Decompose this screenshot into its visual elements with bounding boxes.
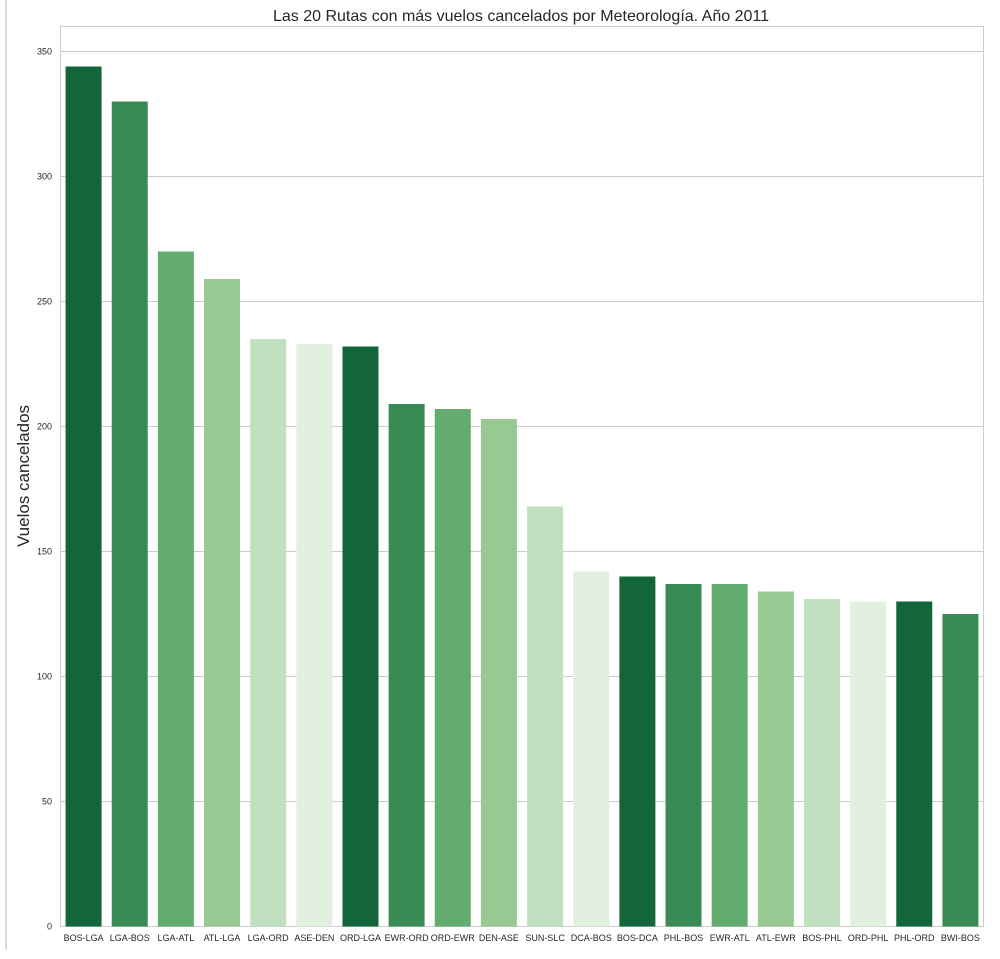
x-tick-label: SUN-SLC [525, 933, 565, 943]
bar-bwi-bos [942, 614, 979, 927]
x-tick-label: PHL-BOS [664, 933, 704, 943]
bar-lga-atl [157, 251, 194, 927]
x-tick-label: BOS-PHL [802, 933, 842, 943]
x-tick-label: BOS-DCA [617, 933, 658, 943]
x-tick-label: ASE-DEN [294, 933, 334, 943]
x-tick-label: ORD-LGA [340, 933, 381, 943]
bars [65, 66, 979, 927]
bar-bos-lga [65, 66, 102, 927]
y-tick-label: 250 [37, 297, 52, 307]
x-tick-labels: BOS-LGA LGA-BOS LGA-ATL ATL-LGA LGA-ORD ASE-D… [64, 933, 980, 943]
x-tick-label: LGA-ATL [157, 933, 194, 943]
x-tick-label: PHL-ORD [894, 933, 935, 943]
bar-ewr-atl [711, 584, 748, 927]
bar-ord-ewr [434, 409, 471, 927]
bar-sun-slc [527, 506, 564, 927]
x-tick-label: EWR-ATL [710, 933, 750, 943]
x-tick-label: DEN-ASE [479, 933, 519, 943]
x-tick-label: EWR-ORD [385, 933, 429, 943]
x-tick-label: ORD-EWR [431, 933, 475, 943]
y-tick-label: 350 [37, 47, 52, 57]
y-tick-label: 300 [37, 172, 52, 182]
bar-phl-ord [896, 601, 933, 927]
x-tick-label: LGA-ORD [248, 933, 290, 943]
bar-ase-den [296, 344, 333, 927]
bar-dca-bos [573, 571, 610, 927]
bar-ewr-ord [388, 404, 425, 927]
bar-bos-dca [619, 576, 656, 927]
bar-atl-ewr [757, 591, 794, 927]
y-axis-label: Vuelos cancelados [14, 405, 33, 547]
bar-phl-bos [665, 584, 702, 927]
y-tick-label: 50 [42, 797, 52, 807]
bar-ord-phl [850, 601, 887, 927]
x-tick-label: DCA-BOS [571, 933, 612, 943]
bar-den-ase [480, 419, 517, 927]
y-tick-label: 150 [37, 547, 52, 557]
y-tick-label: 200 [37, 422, 52, 432]
bar-atl-lga [204, 279, 241, 927]
plot-area-frame [60, 26, 984, 927]
x-tick-label: LGA-BOS [110, 933, 150, 943]
bar-lga-bos [111, 101, 148, 927]
x-tick-label: BOS-LGA [64, 933, 104, 943]
chart-title: Las 20 Rutas con más vuelos cancelados p… [273, 8, 769, 25]
bar-ord-lga [342, 346, 379, 927]
y-tick-label: 0 [47, 922, 52, 932]
y-tick-labels: 0 50 100 150 200 250 300 350 [37, 47, 52, 932]
x-tick-label: ORD-PHL [848, 933, 889, 943]
x-tick-label: ATL-LGA [204, 933, 241, 943]
x-tick-label: BWI-BOS [941, 933, 980, 943]
bar-bos-phl [803, 599, 840, 927]
grid-lines [60, 51, 984, 802]
y-tick-label: 100 [37, 672, 52, 682]
bar-lga-ord [250, 339, 287, 927]
x-tick-label: ATL-EWR [756, 933, 796, 943]
